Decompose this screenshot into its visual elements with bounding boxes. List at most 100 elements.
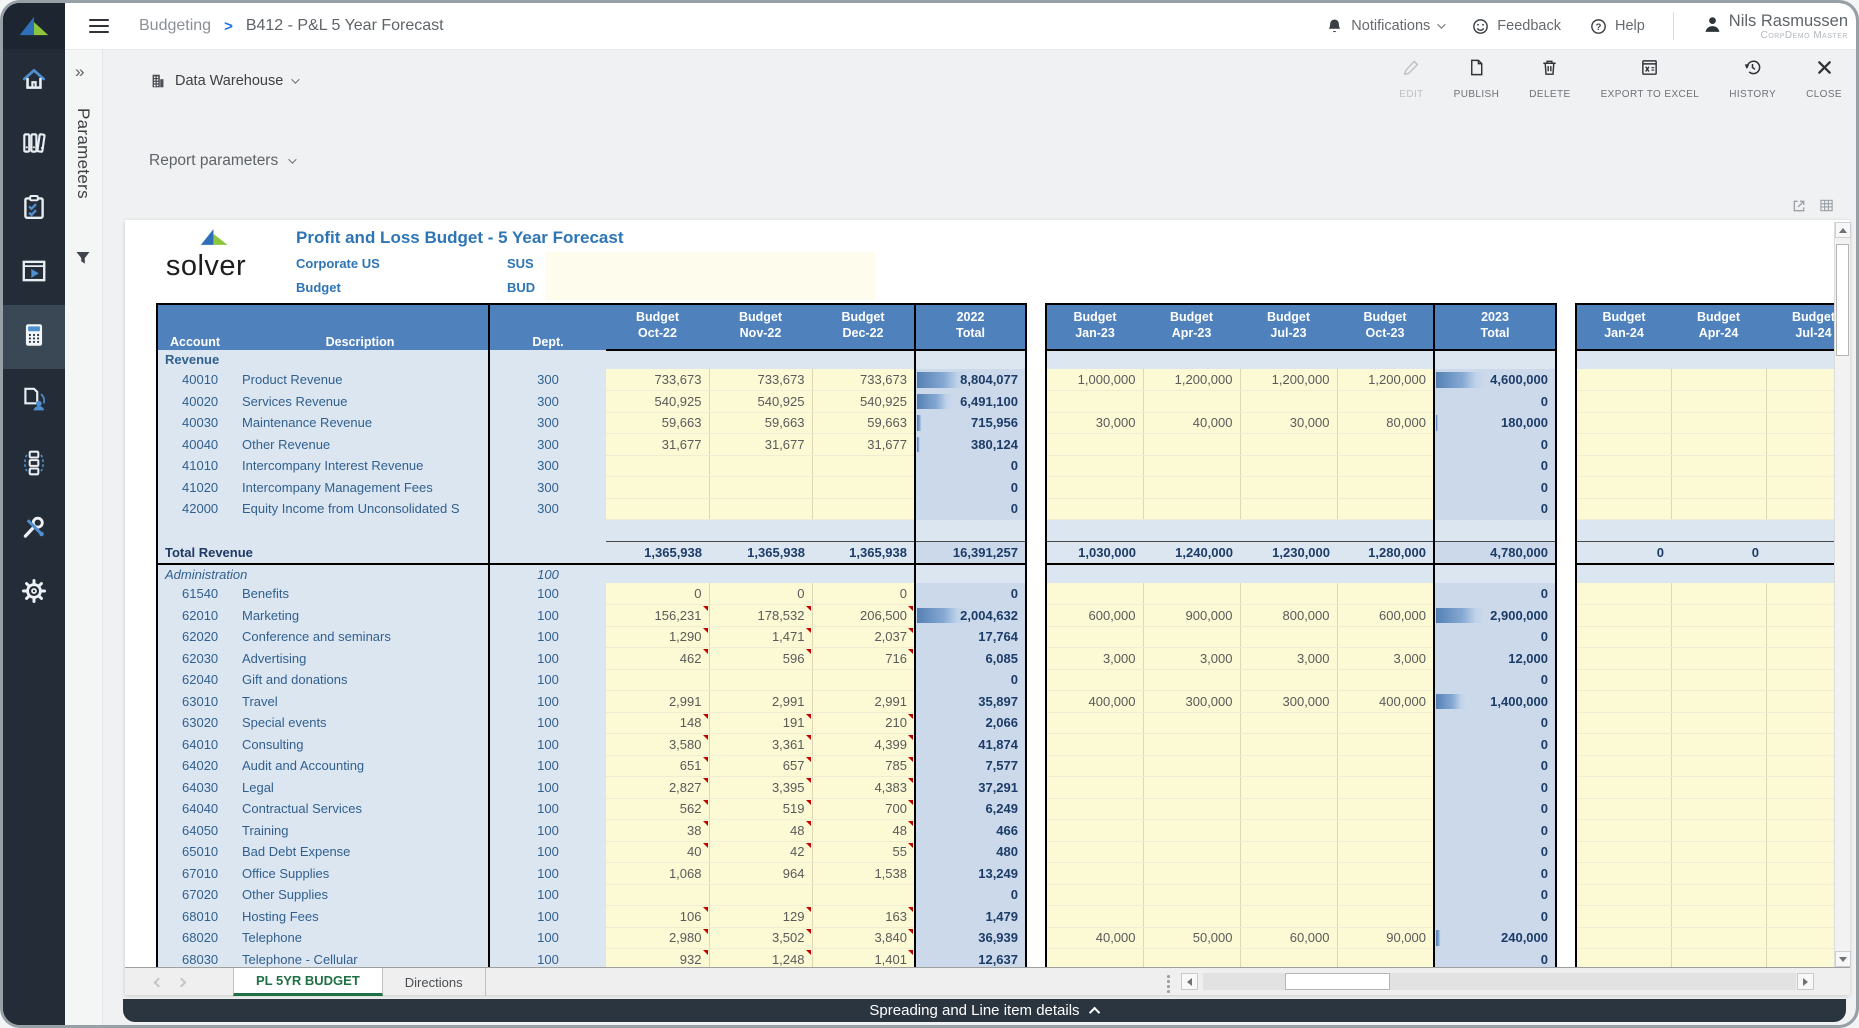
budget-input-cell[interactable]: 540,925 [812,391,915,413]
budget-input-cell[interactable] [1046,949,1143,968]
scroll-right-button[interactable] [1797,973,1814,990]
close-button[interactable]: CLOSE [1806,58,1842,100]
budget-input-cell[interactable] [1766,712,1834,734]
budget-input-cell[interactable] [1766,648,1834,670]
budget-input-cell[interactable]: 1,200,000 [1337,369,1434,391]
budget-input-cell[interactable]: 3,395 [709,777,812,799]
budget-input-cell[interactable] [1240,583,1337,605]
budget-input-cell[interactable] [1671,434,1766,456]
budget-input-cell[interactable] [1337,841,1434,863]
budget-input-cell[interactable] [1671,626,1766,648]
budget-input-cell[interactable] [1143,626,1240,648]
budget-input-cell[interactable] [1240,841,1337,863]
budget-input-cell[interactable] [1240,434,1337,456]
budget-input-cell[interactable] [1046,583,1143,605]
budget-input-cell[interactable] [1576,927,1671,949]
budget-input-cell[interactable] [1046,712,1143,734]
budget-input-cell[interactable] [1240,884,1337,906]
budget-input-cell[interactable] [1671,412,1766,434]
budget-input-cell[interactable]: 2,991 [812,691,915,713]
breadcrumb-section[interactable]: Budgeting [139,17,211,35]
budget-input-cell[interactable] [1143,734,1240,756]
budget-input-cell[interactable] [606,477,709,499]
budget-input-cell[interactable] [1143,669,1240,691]
budget-input-cell[interactable]: 0 [606,583,709,605]
sidebar-item-settings-gear[interactable] [3,561,65,625]
budget-input-cell[interactable] [1337,863,1434,885]
budget-input-cell[interactable] [1576,863,1671,885]
budget-input-cell[interactable] [1337,949,1434,968]
budget-input-cell[interactable]: 38 [606,820,709,842]
feedback-button[interactable]: Feedback [1471,17,1561,36]
budget-input-cell[interactable] [1046,798,1143,820]
budget-input-cell[interactable] [812,498,915,520]
budget-input-cell[interactable]: 40,000 [1046,927,1143,949]
budget-input-cell[interactable] [1576,906,1671,928]
budget-input-cell[interactable] [1240,734,1337,756]
budget-input-cell[interactable]: 2,827 [606,777,709,799]
budget-input-cell[interactable] [1766,949,1834,968]
budget-input-cell[interactable] [1240,949,1337,968]
budget-input-cell[interactable] [1143,863,1240,885]
budget-input-cell[interactable]: 596 [709,648,812,670]
budget-input-cell[interactable] [1337,820,1434,842]
budget-input-cell[interactable]: 129 [709,906,812,928]
budget-input-cell[interactable] [1671,777,1766,799]
budget-input-cell[interactable] [1766,412,1834,434]
budget-input-cell[interactable] [1671,755,1766,777]
budget-input-cell[interactable] [1766,369,1834,391]
budget-input-cell[interactable] [709,884,812,906]
budget-input-cell[interactable]: 462 [606,648,709,670]
budget-input-cell[interactable]: 3,580 [606,734,709,756]
budget-input-cell[interactable] [1576,626,1671,648]
budget-input-cell[interactable] [1576,583,1671,605]
budget-input-cell[interactable] [1143,455,1240,477]
budget-input-cell[interactable] [1240,798,1337,820]
budget-input-cell[interactable] [1337,755,1434,777]
budget-input-cell[interactable] [1240,498,1337,520]
budget-input-cell[interactable]: 733,673 [812,369,915,391]
budget-input-cell[interactable] [1576,498,1671,520]
budget-input-cell[interactable] [1337,669,1434,691]
budget-input-cell[interactable]: 932 [606,949,709,968]
budget-input-cell[interactable]: 148 [606,712,709,734]
budget-input-cell[interactable]: 562 [606,798,709,820]
sidebar-item-admin-tools[interactable] [3,497,65,561]
budget-input-cell[interactable] [1766,434,1834,456]
budget-input-cell[interactable] [812,455,915,477]
sidebar-item-tasks[interactable] [3,177,65,241]
budget-input-cell[interactable] [1046,498,1143,520]
budget-input-cell[interactable]: 4,399 [812,734,915,756]
sidebar-item-assignments[interactable] [3,369,65,433]
scroll-down-button[interactable] [1835,951,1851,967]
budget-input-cell[interactable]: 1,471 [709,626,812,648]
budget-input-cell[interactable] [1046,884,1143,906]
budget-input-cell[interactable] [1143,755,1240,777]
help-button[interactable]: ? Help [1589,17,1645,36]
budget-input-cell[interactable]: 540,925 [709,391,812,413]
delete-button[interactable]: DELETE [1529,58,1570,100]
budget-input-cell[interactable] [1337,626,1434,648]
budget-input-cell[interactable] [1576,605,1671,627]
budget-input-cell[interactable] [1337,434,1434,456]
budget-input-cell[interactable] [1576,884,1671,906]
budget-input-cell[interactable] [1046,820,1143,842]
budget-input-cell[interactable] [1766,605,1834,627]
budget-input-cell[interactable] [1143,820,1240,842]
sheet-tab-pl-5yr-budget[interactable]: PL 5YR BUDGET [233,968,383,996]
budget-input-cell[interactable]: 519 [709,798,812,820]
budget-input-cell[interactable] [1143,798,1240,820]
budget-input-cell[interactable]: 964 [709,863,812,885]
budget-input-cell[interactable] [1046,455,1143,477]
budget-input-cell[interactable]: 300,000 [1143,691,1240,713]
budget-input-cell[interactable] [1337,391,1434,413]
budget-input-cell[interactable] [1240,626,1337,648]
budget-input-cell[interactable]: 300,000 [1240,691,1337,713]
budget-input-cell[interactable]: 60,000 [1240,927,1337,949]
budget-input-cell[interactable]: 3,000 [1337,648,1434,670]
budget-input-cell[interactable]: 1,200,000 [1240,369,1337,391]
budget-input-cell[interactable] [1576,712,1671,734]
budget-input-cell[interactable] [1046,391,1143,413]
history-button[interactable]: HISTORY [1729,58,1776,100]
budget-input-cell[interactable] [1337,734,1434,756]
